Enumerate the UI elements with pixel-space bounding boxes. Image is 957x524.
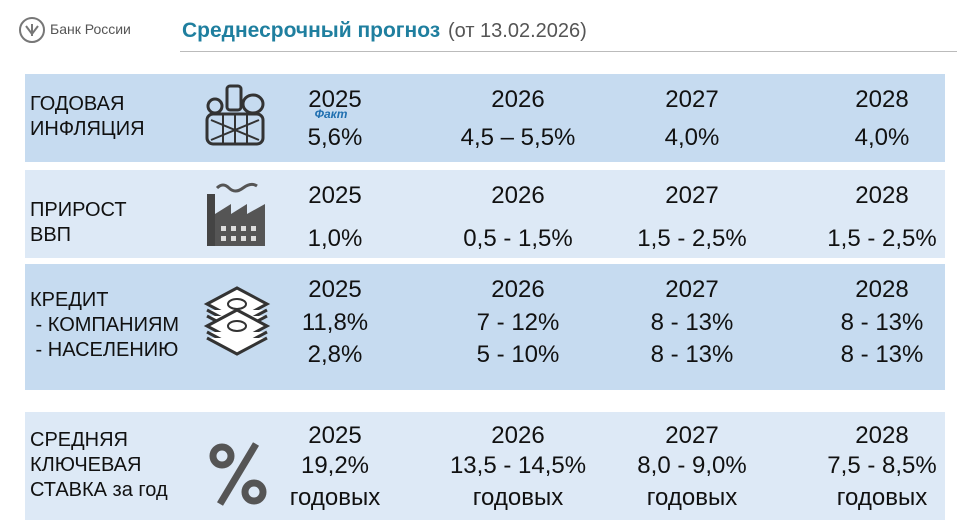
year: 2028 xyxy=(855,86,909,113)
value: 4,0% xyxy=(854,124,910,151)
value: 1,5 - 2,5% xyxy=(637,225,747,252)
section-label: ГОДОВАЯ xyxy=(30,93,125,115)
value: 4,0% xyxy=(664,124,720,151)
value: 8 - 13% xyxy=(650,309,734,336)
year: 2025 xyxy=(308,86,362,113)
year: 2026 xyxy=(491,422,545,449)
year: 2026 xyxy=(491,276,545,303)
year: 2025 xyxy=(308,276,362,303)
value: годовых xyxy=(472,484,564,511)
section-band xyxy=(25,74,945,162)
value: 1,5 - 2,5% xyxy=(827,225,937,252)
year: 2027 xyxy=(665,276,719,303)
year: 2025 xyxy=(308,422,362,449)
section-label: СТАВКА за год xyxy=(30,479,168,501)
section-band xyxy=(25,264,945,390)
value: 2,8% xyxy=(307,341,363,368)
note: Факт xyxy=(314,107,348,121)
value: 7,5 - 8,5% xyxy=(827,452,937,479)
section-icon xyxy=(203,286,271,356)
section-label: ВВП xyxy=(30,224,72,246)
value: 8 - 13% xyxy=(650,341,734,368)
value: 7 - 12% xyxy=(476,309,560,336)
value: 8 - 13% xyxy=(840,341,924,368)
value: 4,5 – 5,5% xyxy=(460,124,576,151)
section-label: - НАСЕЛЕНИЮ xyxy=(30,339,179,361)
year: 2027 xyxy=(665,86,719,113)
section-label: СРЕДНЯЯ xyxy=(30,429,128,451)
logo-icon xyxy=(19,17,45,43)
value: 8,0 - 9,0% xyxy=(637,452,747,479)
section-band xyxy=(25,412,945,520)
value: 13,5 - 14,5% xyxy=(449,452,587,479)
value: годовых xyxy=(289,484,381,511)
year: 2028 xyxy=(855,276,909,303)
section-label: - КОМПАНИЯМ xyxy=(30,314,180,336)
year: 2026 xyxy=(491,86,545,113)
section-band xyxy=(25,170,945,258)
year: 2028 xyxy=(855,182,909,209)
year: 2027 xyxy=(665,182,719,209)
section-icon xyxy=(205,84,265,146)
year: 2028 xyxy=(855,422,909,449)
title: Среднесрочный прогноз xyxy=(182,19,441,42)
section-label: КЛЮЧЕВАЯ xyxy=(30,454,142,476)
header-rule xyxy=(180,51,957,52)
value: 5 - 10% xyxy=(476,341,560,368)
section-label: ИНФЛЯЦИЯ xyxy=(30,118,145,140)
value: 5,6% xyxy=(307,124,363,151)
value: 0,5 - 1,5% xyxy=(463,225,573,252)
section-label: КРЕДИТ xyxy=(30,289,109,311)
section-icon xyxy=(207,182,265,246)
value: годовых xyxy=(836,484,928,511)
value: 19,2% xyxy=(300,452,370,479)
value: годовых xyxy=(646,484,738,511)
year: 2027 xyxy=(665,422,719,449)
value: 1,0% xyxy=(307,225,363,252)
section-label: ПРИРОСТ xyxy=(30,199,127,221)
subtitle: (от 13.02.2026) xyxy=(448,20,587,42)
value: 11,8% xyxy=(301,309,369,336)
value: 8 - 13% xyxy=(840,309,924,336)
year: 2026 xyxy=(491,182,545,209)
logo-text: Банк России xyxy=(50,21,131,37)
year: 2025 xyxy=(308,182,362,209)
section-icon xyxy=(209,442,267,506)
